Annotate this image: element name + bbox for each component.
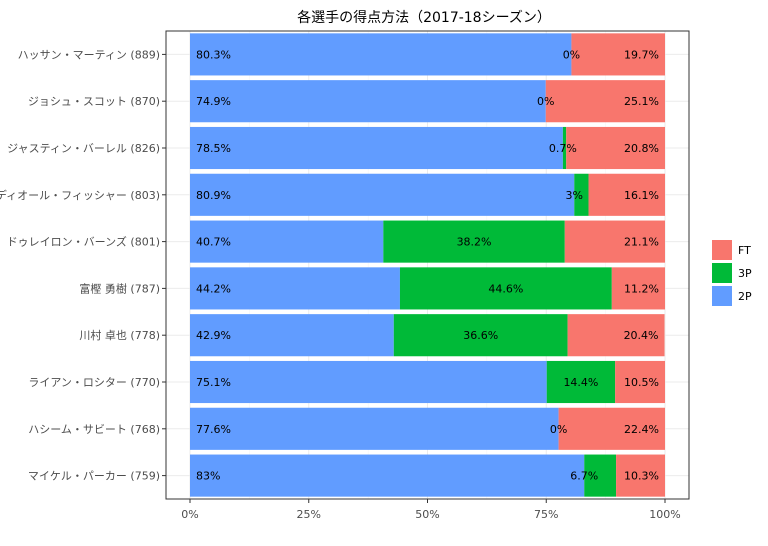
bar-labels: 80.3% 0% 19.7% 74.9% 0% 25.1% 78.5% 0.7% 20.8% 80… xyxy=(196,48,659,482)
bar-label-2p: 83% xyxy=(196,470,220,483)
bar-2p xyxy=(190,360,547,404)
bar-label-3p: 6.7% xyxy=(570,470,598,483)
bar-2p xyxy=(190,220,384,263)
y-tick-label: ライアン・ロシター (770) xyxy=(28,376,160,389)
bar-2p xyxy=(190,407,559,450)
bar-2p xyxy=(190,173,575,216)
bar-label-ft: 11.2% xyxy=(624,282,659,295)
bar-label-3p: 0% xyxy=(537,95,554,108)
bar-ft xyxy=(616,454,665,497)
y-tick-label: マイケル・パーカー (759) xyxy=(28,470,160,483)
legend-label-3p: 3P xyxy=(738,267,752,280)
bar-3p xyxy=(383,220,565,263)
bar-2p xyxy=(190,267,400,310)
bar-ft xyxy=(558,407,665,450)
legend-label-ft: FT xyxy=(738,244,751,257)
bar-label-ft: 20.4% xyxy=(624,329,659,342)
bar-label-2p: 80.9% xyxy=(196,189,231,202)
y-tick-label: ジョシュ・スコット (870) xyxy=(28,95,160,108)
bar-label-ft: 10.5% xyxy=(624,376,659,389)
bar-ft xyxy=(615,360,665,404)
bar-label-ft: 19.7% xyxy=(624,48,659,61)
bar-label-2p: 78.5% xyxy=(196,142,231,155)
bar-3p xyxy=(546,360,616,404)
chart-title: 各選手の得点方法（2017-18シーズン） xyxy=(297,9,551,26)
legend-key-3p xyxy=(712,263,732,283)
bar-ft xyxy=(571,33,665,76)
x-tick-label: 75% xyxy=(534,508,558,521)
bar-label-3p: 3% xyxy=(566,189,583,202)
bar-label-ft: 21.1% xyxy=(624,236,659,249)
bar-ft xyxy=(545,80,665,123)
y-tick-label: 川村 卓也 (778) xyxy=(79,328,160,342)
y-tick-label: ハシーム・サビート (768) xyxy=(28,423,160,436)
bar-label-2p: 44.2% xyxy=(196,282,231,295)
y-tick-label: ディオール・フィッシャー (803) xyxy=(0,188,160,202)
bar-label-ft: 20.8% xyxy=(624,142,659,155)
bar-label-3p: 0.7% xyxy=(549,142,577,155)
bar-label-3p: 0% xyxy=(563,48,580,61)
bar-3p xyxy=(562,126,567,170)
x-tick-label: 50% xyxy=(415,508,439,521)
x-tick-label: 100% xyxy=(649,508,680,521)
x-tick-label: 0% xyxy=(181,508,198,521)
bar-label-2p: 42.9% xyxy=(196,329,231,342)
bar-label-3p: 0% xyxy=(550,423,567,436)
bar-label-2p: 75.1% xyxy=(196,376,231,389)
bar-label-2p: 74.9% xyxy=(196,95,231,108)
legend: FT 3P 2P xyxy=(712,240,752,306)
bar-3p xyxy=(584,454,617,497)
legend-key-ft xyxy=(712,240,732,260)
bar-label-3p: 14.4% xyxy=(563,376,598,389)
y-tick-label: 富樫 勇樹 (787) xyxy=(79,281,160,295)
bar-3p xyxy=(393,314,568,357)
bar-label-ft: 16.1% xyxy=(624,189,659,202)
bar-ft xyxy=(588,173,665,216)
bar-2p xyxy=(190,80,546,123)
bar-label-2p: 40.7% xyxy=(196,236,231,249)
bar-label-3p: 44.6% xyxy=(488,282,523,295)
y-tick-label: ハッサン・マーティン (889) xyxy=(18,48,160,61)
bar-2p xyxy=(190,126,563,170)
bar-label-2p: 80.3% xyxy=(196,48,231,61)
bar-ft xyxy=(567,314,665,357)
bar-3p xyxy=(574,173,589,216)
y-axis: ハッサン・マーティン (889) ジョシュ・スコット (870) ジャスティン・バー… xyxy=(0,48,166,483)
bar-2p xyxy=(190,454,585,497)
bar-3p xyxy=(399,267,612,310)
x-axis: 0% 25% 50% 75% 100% xyxy=(181,499,681,521)
bar-ft xyxy=(564,220,665,263)
y-tick-label: ジャスティン・バーレル (826) xyxy=(7,142,160,155)
bar-label-ft: 22.4% xyxy=(624,423,659,436)
bar-ft xyxy=(566,126,665,170)
bar-label-2p: 77.6% xyxy=(196,423,231,436)
bar-label-ft: 25.1% xyxy=(624,95,659,108)
bar-label-3p: 36.6% xyxy=(463,329,498,342)
legend-key-2p xyxy=(712,286,732,306)
y-tick-label: ドゥレイロン・バーンズ (801) xyxy=(7,235,160,249)
bar-label-3p: 38.2% xyxy=(457,236,492,249)
legend-label-2p: 2P xyxy=(738,290,752,303)
bar-label-ft: 10.3% xyxy=(624,470,659,483)
x-tick-label: 25% xyxy=(297,508,321,521)
bar-2p xyxy=(190,314,394,357)
bars xyxy=(190,33,665,497)
bar-ft xyxy=(611,267,665,310)
bar-2p xyxy=(190,33,572,76)
